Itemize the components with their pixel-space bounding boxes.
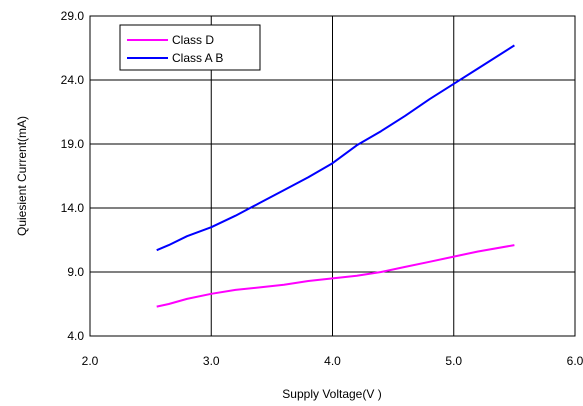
series-line-class-a-b	[156, 44, 515, 252]
x-tick-label: 3.0	[203, 354, 220, 368]
y-tick-label: 19.0	[61, 137, 85, 151]
series-lines	[156, 44, 515, 308]
y-axis-label: Quiesient Current(mA)	[15, 116, 29, 236]
y-tick-label: 4.0	[67, 329, 84, 343]
legend-box	[119, 24, 261, 71]
x-tick-labels: 2.0 3.0 4.0 5.0 6.0	[82, 354, 583, 368]
y-tick-label: 24.0	[61, 73, 85, 87]
legend-label-class-ab: Class A B	[172, 51, 223, 65]
x-tick-label: 6.0	[567, 354, 583, 368]
y-tick-label: 9.0	[67, 265, 84, 279]
x-tick-label: 5.0	[445, 354, 462, 368]
y-tick-label: 29.0	[61, 9, 85, 23]
y-tick-label: 14.0	[61, 201, 85, 215]
legend: Class D Class A B	[119, 24, 261, 71]
x-axis-label: Supply Voltage(V )	[282, 387, 381, 401]
series-line-class-d	[156, 244, 515, 308]
x-tick-label: 4.0	[324, 354, 341, 368]
x-tick-label: 2.0	[82, 354, 99, 368]
y-tick-labels: 4.0 9.0 14.0 19.0 24.0 29.0	[61, 9, 85, 343]
legend-label-class-d: Class D	[172, 33, 214, 47]
